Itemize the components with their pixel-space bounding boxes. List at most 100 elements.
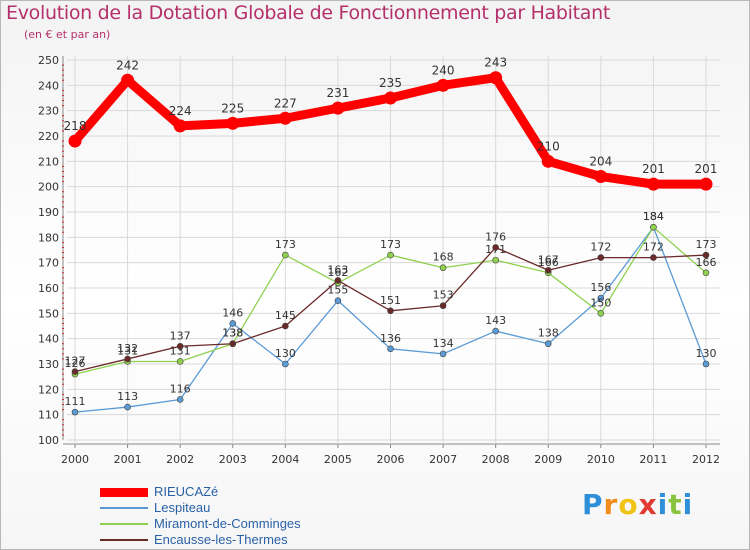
- y-minor-tick: [62, 277, 64, 279]
- data-label-rieucaze: 201: [642, 162, 665, 176]
- data-label-lespiteau: 146: [222, 306, 243, 319]
- y-minor-tick: [62, 140, 64, 142]
- x-tick-label: 2007: [429, 453, 457, 466]
- data-label-miramont-de-comminges: 150: [590, 296, 611, 309]
- data-point-encausse-les-thermes: [282, 322, 289, 330]
- y-tick-label: 100: [38, 434, 59, 447]
- chart-subtitle: (en € et par an): [24, 28, 111, 41]
- x-tick-label: 2004: [271, 453, 299, 466]
- y-tick-label: 140: [38, 333, 59, 346]
- data-label-rieucaze: 218: [64, 119, 87, 133]
- data-label-rieucaze: 240: [432, 63, 455, 77]
- data-point-miramont-de-comminges: [492, 256, 499, 264]
- x-tick-label: 2005: [324, 453, 352, 466]
- data-label-encausse-les-thermes: 127: [65, 355, 86, 368]
- x-tick-label: 2006: [377, 453, 405, 466]
- data-label-encausse-les-thermes: 176: [485, 230, 506, 243]
- data-label-lespiteau: 143: [485, 314, 506, 327]
- y-minor-tick: [62, 125, 64, 127]
- data-label-miramont-de-comminges: 138: [222, 327, 243, 340]
- data-point-miramont-de-comminges: [702, 269, 710, 277]
- y-tick-label: 120: [38, 383, 59, 396]
- data-label-miramont-de-comminges: 184: [643, 210, 664, 223]
- data-point-rieucaze: [68, 134, 82, 148]
- y-minor-tick: [62, 252, 64, 254]
- y-minor-tick: [62, 191, 64, 193]
- y-minor-tick: [62, 89, 64, 91]
- y-minor-tick: [62, 328, 64, 330]
- y-tick-label: 130: [38, 358, 59, 371]
- y-minor-tick: [62, 241, 64, 243]
- data-label-lespiteau: 138: [538, 327, 559, 340]
- data-label-lespiteau: 156: [590, 281, 611, 294]
- y-minor-tick: [62, 226, 64, 228]
- data-point-rieucaze: [384, 91, 397, 105]
- data-label-miramont-de-comminges: 168: [433, 251, 454, 264]
- y-minor-tick: [62, 196, 64, 198]
- logo-letter: t: [668, 488, 683, 521]
- data-label-lespiteau: 130: [275, 347, 296, 360]
- data-label-rieucaze: 235: [379, 76, 402, 90]
- data-point-encausse-les-thermes: [439, 302, 447, 310]
- data-label-encausse-les-thermes: 172: [643, 241, 664, 254]
- data-point-miramont-de-comminges: [597, 310, 605, 317]
- data-point-encausse-les-thermes: [71, 368, 79, 375]
- y-minor-tick: [62, 257, 64, 259]
- logo-letter: P: [582, 488, 604, 521]
- data-label-lespiteau: 113: [117, 390, 138, 403]
- data-point-lespiteau: [282, 360, 289, 368]
- data-label-miramont-de-comminges: 166: [696, 256, 717, 269]
- data-point-lespiteau: [439, 350, 447, 358]
- data-label-rieucaze: 204: [589, 155, 612, 169]
- data-point-miramont-de-comminges: [650, 223, 657, 231]
- y-minor-tick: [62, 297, 64, 299]
- logo-letter: i: [682, 488, 694, 521]
- logo-letter: x: [638, 488, 658, 521]
- y-minor-tick: [62, 94, 64, 96]
- data-point-rieucaze: [121, 73, 135, 87]
- data-point-encausse-les-thermes: [334, 277, 342, 284]
- x-tick-label: 2012: [692, 453, 720, 466]
- data-point-rieucaze: [699, 177, 713, 191]
- legend-label: Lespiteau: [154, 500, 211, 515]
- data-label-encausse-les-thermes: 132: [117, 342, 138, 355]
- y-minor-tick: [62, 282, 64, 284]
- y-tick-label: 170: [38, 257, 59, 270]
- data-label-encausse-les-thermes: 151: [380, 294, 401, 307]
- data-label-rieucaze: 225: [221, 101, 244, 115]
- x-tick-label: 2003: [219, 453, 247, 466]
- y-minor-tick: [62, 434, 64, 436]
- data-point-encausse-les-thermes: [124, 355, 131, 363]
- data-point-rieucaze: [278, 111, 292, 125]
- data-label-encausse-les-thermes: 172: [590, 241, 611, 254]
- y-minor-tick: [62, 100, 64, 102]
- y-minor-tick: [62, 170, 64, 172]
- y-minor-tick: [62, 155, 64, 157]
- y-tick-label: 220: [38, 130, 59, 143]
- data-point-rieucaze: [489, 71, 503, 85]
- data-point-encausse-les-thermes: [544, 266, 552, 274]
- data-point-rieucaze: [331, 101, 345, 115]
- data-point-lespiteau: [229, 320, 237, 327]
- data-point-lespiteau: [492, 327, 499, 335]
- data-point-lespiteau: [597, 294, 605, 302]
- data-label-miramont-de-comminges: 173: [380, 238, 401, 251]
- data-point-encausse-les-thermes: [702, 251, 710, 259]
- y-tick-label: 200: [38, 181, 59, 194]
- y-minor-tick: [62, 221, 64, 223]
- y-minor-tick: [62, 120, 64, 122]
- logo-letter: i: [657, 488, 669, 521]
- data-label-rieucaze: 242: [116, 58, 139, 72]
- data-label-miramont-de-comminges: 166: [538, 256, 559, 269]
- chart-title: Evolution de la Dotation Globale de Fonc…: [6, 2, 611, 24]
- y-minor-tick: [62, 79, 64, 81]
- y-minor-tick: [62, 165, 64, 167]
- data-label-miramont-de-comminges: 131: [117, 344, 138, 357]
- y-minor-tick: [62, 378, 64, 380]
- y-minor-tick: [62, 383, 64, 385]
- data-point-encausse-les-thermes: [176, 342, 184, 350]
- data-label-encausse-les-thermes: 163: [327, 263, 348, 276]
- data-label-miramont-de-comminges: 173: [275, 238, 296, 251]
- data-label-encausse-les-thermes: 153: [433, 289, 454, 302]
